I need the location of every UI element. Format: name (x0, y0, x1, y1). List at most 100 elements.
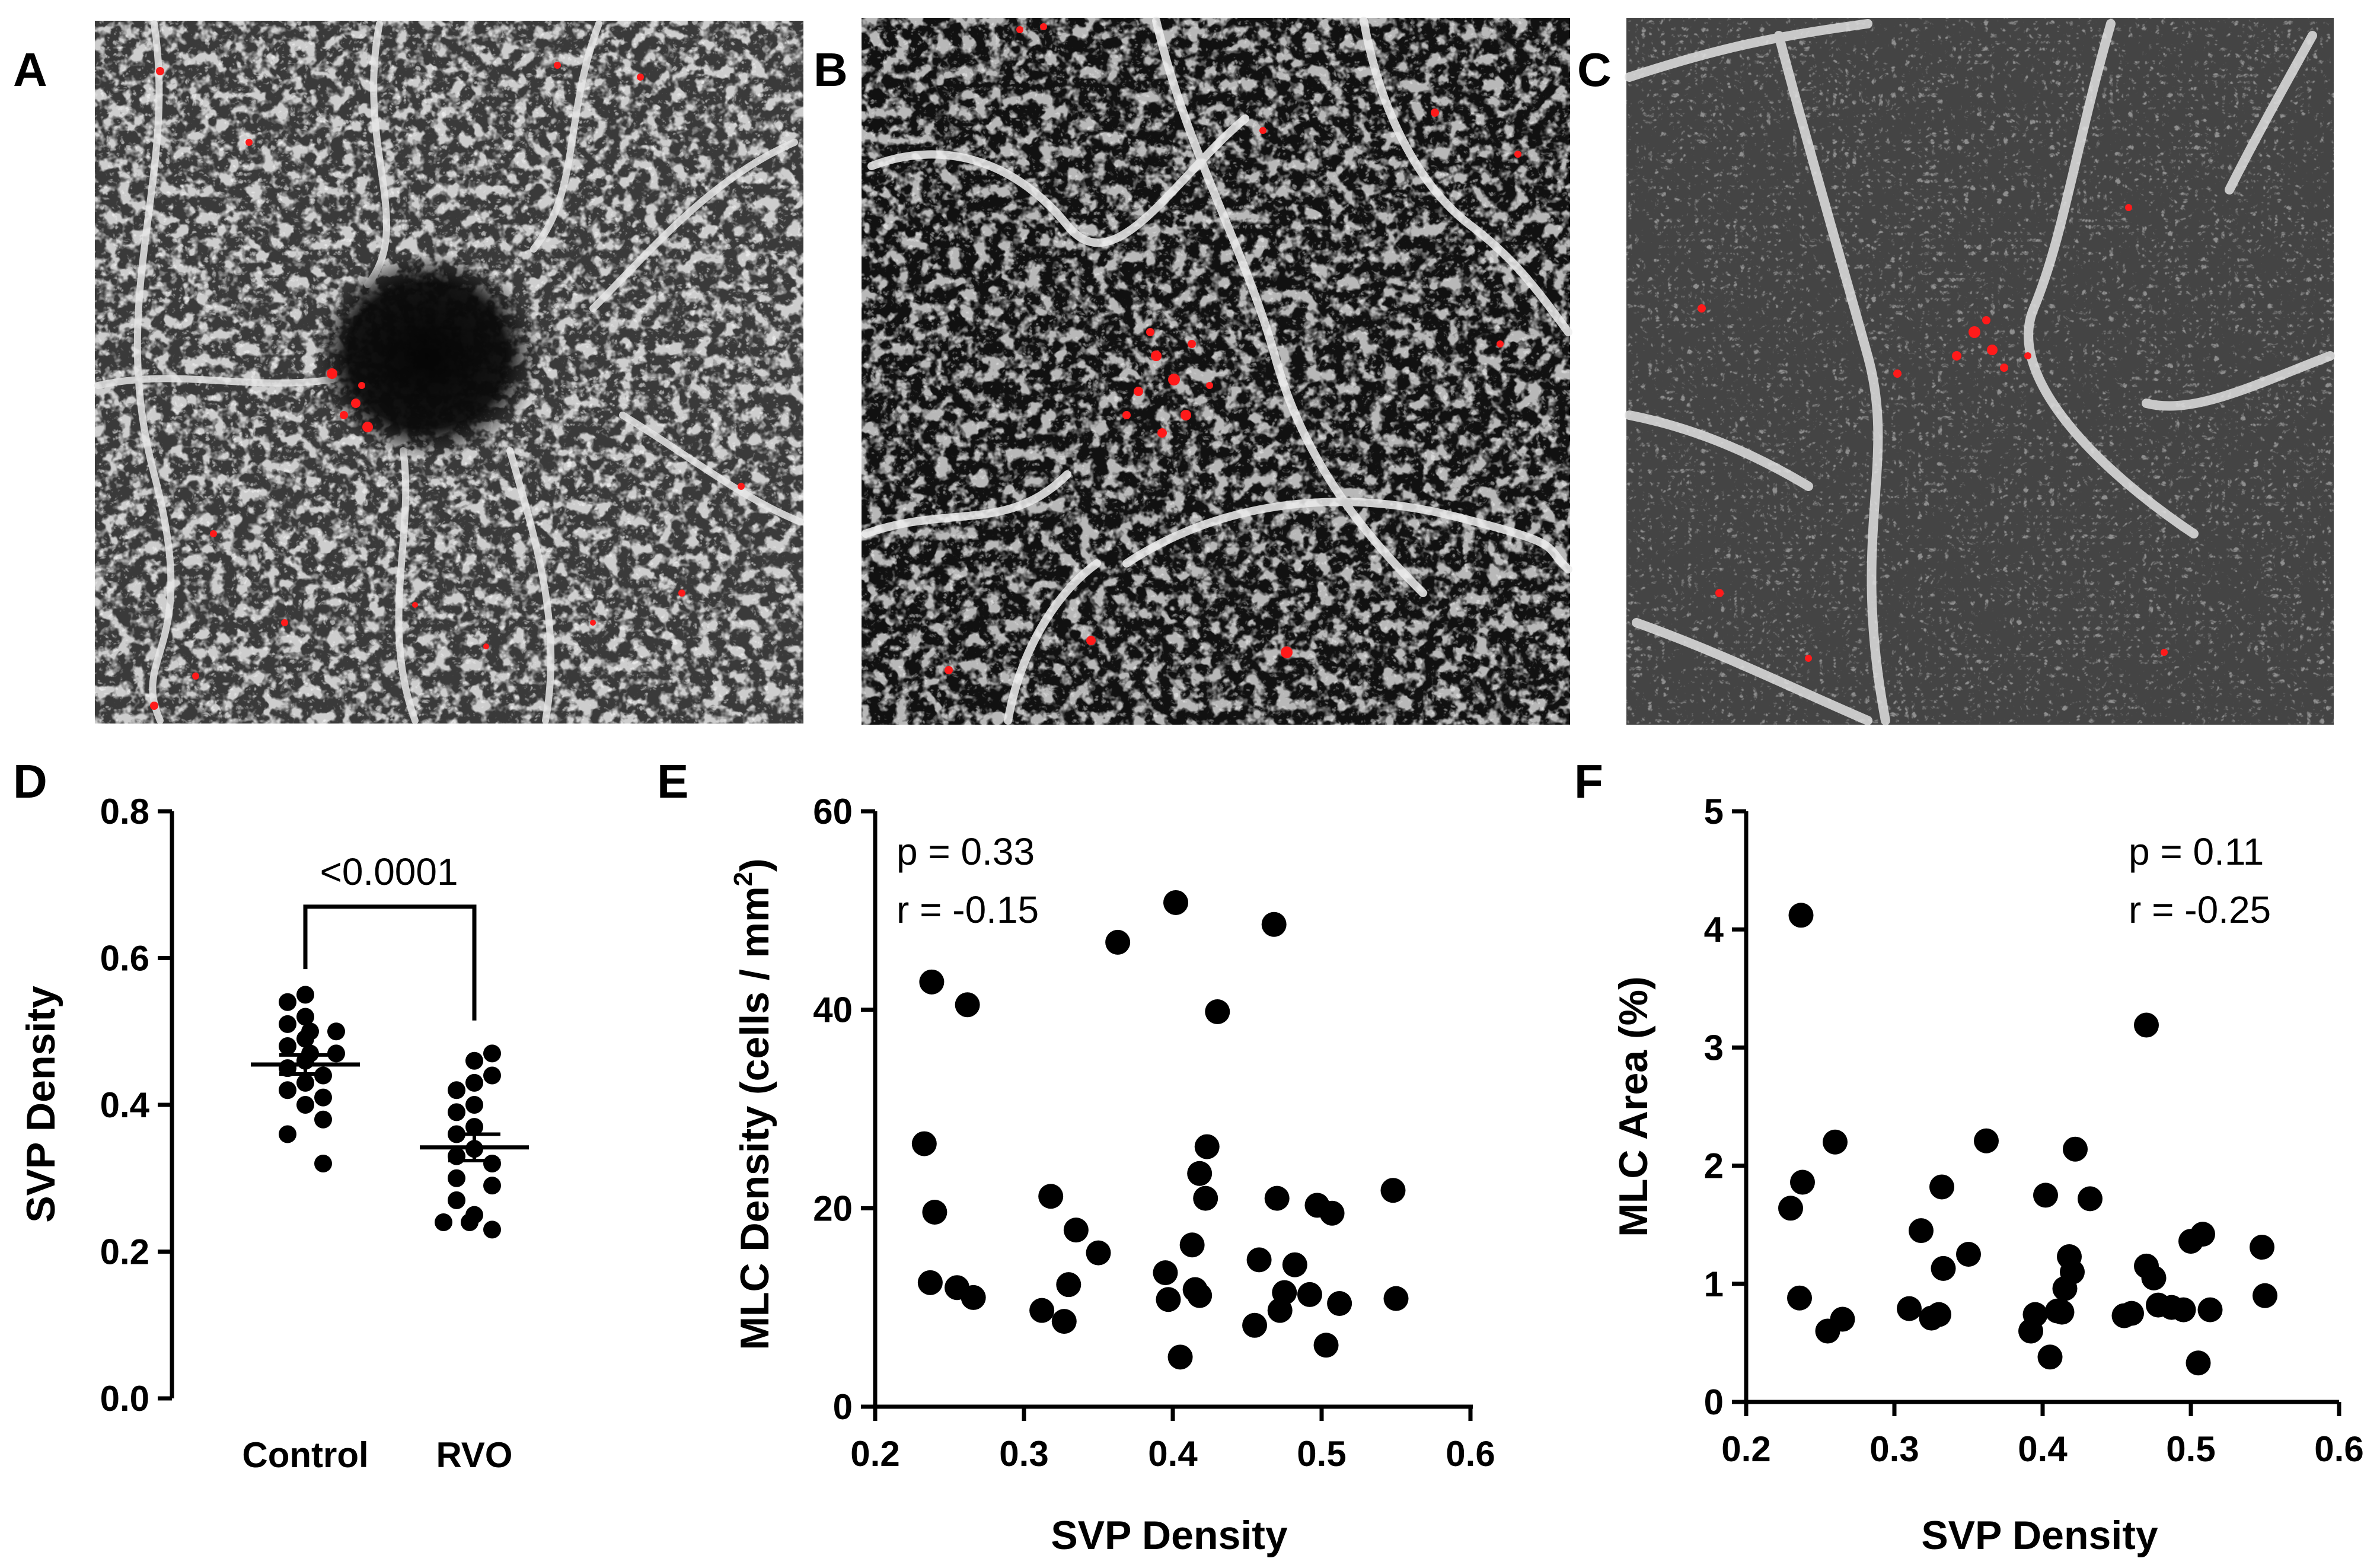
panel-f-data-point (1931, 1255, 1956, 1281)
panel-d-y-axis-title: SVP Density (18, 986, 63, 1223)
panel-f-data-point (1830, 1306, 1855, 1332)
panel-f-x-tick-label: 0.3 (1869, 1429, 1919, 1469)
panel-f-y-tick-label: 4 (1704, 910, 1724, 949)
panel-f-data-point (2022, 1302, 2048, 1327)
panel-d-data-point (327, 1044, 345, 1063)
panel-d-data-point (279, 1037, 296, 1055)
panel-f-data-point (2141, 1265, 2167, 1290)
panel-d-y-tick-label: 0.4 (100, 1085, 150, 1125)
panel-e-data-point (1167, 1344, 1193, 1370)
panel-letter-d: D (13, 755, 47, 808)
panel-e-x-tick-label: 0.2 (850, 1434, 899, 1474)
panel-e-p-value: p = 0.33 (897, 830, 1035, 873)
panel-letter-a: A (13, 43, 47, 96)
panel-f-r-value: r = -0.25 (2129, 888, 2271, 931)
panel-d-data-point (279, 1125, 296, 1143)
panel-e-data-point (1205, 999, 1230, 1025)
panel-d-data-point (296, 1096, 314, 1114)
panel-e-ticks: 0 20 40 60 0.2 0.3 0.4 0.5 0.6 (813, 792, 1495, 1474)
panel-f-data-point (2037, 1344, 2063, 1370)
panel-letter-f: F (1574, 755, 1603, 808)
panel-e-data-point (911, 1131, 937, 1156)
panel-d-data-point (448, 1169, 465, 1187)
panel-e-y-tick-label: 20 (813, 1188, 853, 1228)
panel-f-y-axis-title: MLC Area (%) (1611, 976, 1656, 1237)
panel-d-data-point (461, 1213, 478, 1231)
panel-f-data-point (1929, 1174, 1954, 1200)
panel-e-x-axis-title: SVP Density (1051, 1513, 1288, 1558)
panel-e-data-point (1051, 1309, 1077, 1334)
panel-e-data-point (1179, 1232, 1205, 1258)
panel-f-data-point (1788, 903, 1814, 928)
panel-f-data-point (1974, 1128, 1999, 1153)
panel-f-y-tick-label: 2 (1704, 1146, 1724, 1186)
panel-d-y-ticks: 0.0 0.2 0.4 0.6 0.8 (100, 792, 172, 1419)
panel-e-data-point (1187, 1283, 1213, 1308)
panel-d-data-point (448, 1147, 465, 1165)
panel-e-data-point (1029, 1298, 1055, 1323)
panel-d-data-point (314, 1155, 332, 1172)
panel-f-data-point (1787, 1285, 1812, 1311)
panel-e-y-tick-label: 60 (813, 792, 853, 831)
panel-e-data-point (1261, 912, 1287, 937)
panel-f-data-point (1897, 1296, 1922, 1321)
panel-d-data-point (448, 1103, 465, 1121)
panel-f-p-value: p = 0.11 (2129, 830, 2264, 873)
panel-e-data-point (1038, 1184, 1064, 1209)
panel-d-points (279, 986, 501, 1239)
panel-e-data-point (961, 1285, 986, 1310)
panel-f-points (1778, 903, 2277, 1376)
panel-e-y-axis-title: MLC Density (cells / mm2) (729, 858, 777, 1350)
panel-e-data-point (1264, 1185, 1290, 1211)
panel-f-data-point (2197, 1297, 2223, 1322)
panel-d-chart: 0.0 0.2 0.4 0.6 0.8 <0.0001 Control RVO SVP … (18, 792, 529, 1475)
oct-angiography-image-c (1625, 18, 2335, 725)
significance-bracket (303, 904, 477, 1021)
panel-d-data-point (279, 993, 296, 1011)
panel-d-data-point (296, 1008, 314, 1026)
panel-letter-e: E (657, 755, 688, 808)
panel-e-data-point (1153, 1260, 1178, 1286)
panel-f-data-point (2186, 1350, 2211, 1376)
panel-d-data-point (448, 1191, 465, 1209)
panel-d-data-point (465, 1051, 483, 1070)
panel-e-data-point (1327, 1290, 1352, 1316)
significance-label: <0.0001 (320, 850, 458, 893)
panel-e-points (911, 890, 1409, 1370)
panel-e-r-value: r = -0.15 (897, 888, 1039, 931)
panel-f-data-point (1956, 1242, 1981, 1267)
panel-e-y-axis-title-sup: 2 (729, 872, 758, 886)
panel-e-x-tick-label: 0.3 (999, 1434, 1048, 1474)
panel-d-data-point (296, 986, 314, 1004)
panel-d-y-tick-label: 0.6 (100, 939, 149, 979)
panel-f-data-point (2078, 1186, 2103, 1212)
panel-d-data-point (279, 1015, 296, 1033)
panel-f-data-point (2049, 1299, 2075, 1325)
category-label-control: Control (242, 1435, 368, 1475)
panel-f-data-point (2033, 1183, 2058, 1208)
panel-e-data-point (1163, 890, 1189, 915)
panel-d-data-point (448, 1081, 465, 1099)
panel-e-y-tick-label: 40 (813, 990, 853, 1030)
panel-d-data-point (483, 1177, 501, 1195)
panel-e-data-point (1086, 1240, 1111, 1266)
panel-d-data-point (314, 1088, 332, 1107)
panel-d-data-point (296, 1073, 314, 1092)
panel-f-chart: 0 1 2 3 4 5 0.2 0.3 0.4 0.5 0.6 p = 0.11 r = -0.25… (1611, 792, 2364, 1558)
panel-e-data-point (922, 1200, 947, 1225)
panel-f-data-point (2250, 1235, 2274, 1260)
panel-e-data-point (1313, 1333, 1339, 1358)
panel-d-data-point (296, 1030, 314, 1048)
panel-f-data-point (2119, 1301, 2144, 1326)
panel-e-data-point (1194, 1134, 1220, 1159)
panel-f-x-tick-label: 0.4 (2018, 1429, 2068, 1469)
panel-f-data-point (1909, 1218, 1934, 1244)
panel-f-data-point (2063, 1136, 2088, 1162)
panel-d-data-point (465, 1118, 483, 1136)
panel-e-x-tick-label: 0.5 (1297, 1434, 1346, 1474)
panel-f-y-tick-label: 3 (1704, 1028, 1724, 1067)
panel-f-data-point (2134, 1012, 2159, 1038)
category-label-rvo: RVO (436, 1435, 513, 1475)
panel-f-data-point (1823, 1129, 1848, 1155)
